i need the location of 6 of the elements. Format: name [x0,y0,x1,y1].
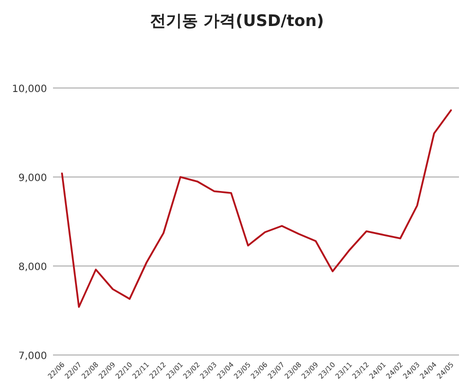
y-tick-label: 7,000 [18,351,47,362]
y-tick-label: 8,000 [18,262,47,273]
y-tick-label: 9,000 [18,173,47,184]
line-series [61,109,452,308]
chart-title: 전기동 가격(USD/ton) [150,11,324,30]
y-tick-label: 10,000 [12,84,47,95]
